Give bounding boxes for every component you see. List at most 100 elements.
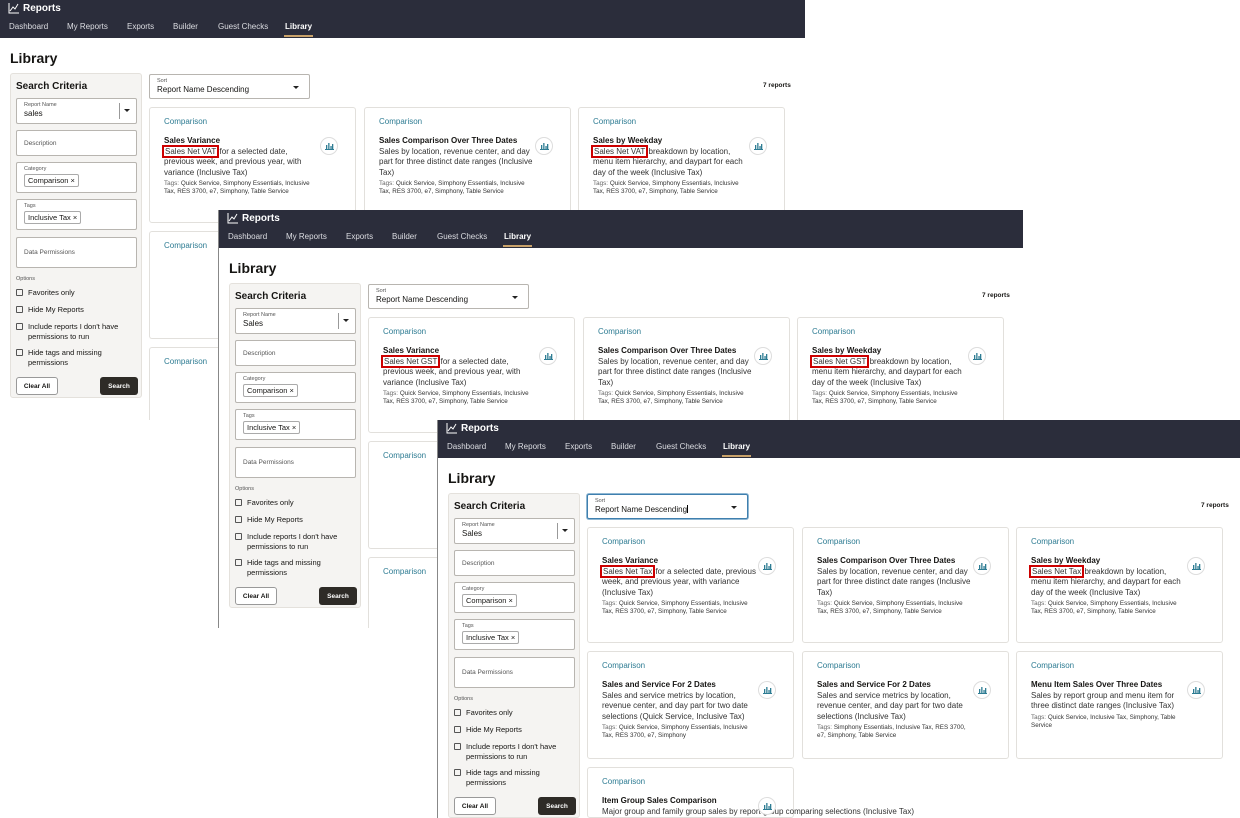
dropdown-caret-icon[interactable]: [562, 529, 568, 532]
bar-chart-icon[interactable]: [1187, 681, 1205, 699]
report-category[interactable]: Comparison: [1031, 661, 1075, 670]
nav-tab-guest-checks[interactable]: Guest Checks: [437, 232, 488, 241]
report-title[interactable]: Item Group Sales Comparison: [602, 796, 717, 805]
report-card[interactable]: Comparison Sales and Service For 2 Dates S…: [802, 651, 1009, 759]
report-card[interactable]: Comparison Sales by Weekday Sales Net VAT …: [578, 107, 785, 223]
report-card[interactable]: Comparison Sales by Weekday Sales Net GST …: [797, 317, 1004, 433]
report-category[interactable]: Comparison: [598, 327, 642, 336]
option-checkbox[interactable]: Favorites only: [16, 288, 136, 298]
nav-tab-my-reports[interactable]: My Reports: [286, 232, 327, 241]
report-title[interactable]: Sales Variance: [383, 346, 440, 355]
data-permissions-input[interactable]: Data Permissions: [235, 447, 356, 478]
bar-chart-icon[interactable]: [1187, 557, 1205, 575]
option-checkbox[interactable]: Include reports I don't have permissions…: [16, 322, 136, 341]
report-card[interactable]: Comparison Sales by Weekday Sales Net Tax …: [1016, 527, 1223, 643]
checkbox-icon[interactable]: [16, 349, 23, 356]
option-checkbox[interactable]: Favorites only: [235, 498, 355, 508]
remove-chip-icon[interactable]: ×: [289, 386, 294, 395]
report-card[interactable]: Comparison Sales and Service For 2 Dates S…: [587, 651, 794, 759]
data-permissions-input[interactable]: Data Permissions: [454, 657, 575, 688]
option-checkbox[interactable]: Hide tags and missing permissions: [235, 558, 355, 577]
clear-all-button[interactable]: Clear All: [16, 377, 58, 395]
search-button[interactable]: Search: [319, 587, 357, 605]
dropdown-caret-icon[interactable]: [512, 296, 518, 299]
report-title[interactable]: Sales by Weekday: [1031, 556, 1101, 565]
checkbox-icon[interactable]: [454, 726, 461, 733]
checkbox-icon[interactable]: [235, 499, 242, 506]
tags-input[interactable]: Tags Inclusive Tax ×: [235, 409, 356, 440]
report-category[interactable]: Comparison: [383, 567, 427, 576]
data-permissions-input[interactable]: Data Permissions: [16, 237, 137, 268]
report-card[interactable]: Comparison Sales Variance Sales Net VAT fo…: [149, 107, 356, 223]
checkbox-icon[interactable]: [16, 323, 23, 330]
report-card[interactable]: Comparison Sales Comparison Over Three Da…: [583, 317, 790, 433]
report-name-select[interactable]: Report Name Sales: [454, 518, 575, 544]
report-category[interactable]: Comparison: [602, 777, 646, 786]
report-title[interactable]: Sales Comparison Over Three Dates: [379, 136, 518, 145]
report-title[interactable]: Sales by Weekday: [593, 136, 663, 145]
remove-chip-icon[interactable]: ×: [72, 213, 78, 222]
category-input[interactable]: Category Comparison ×: [235, 372, 356, 403]
dropdown-caret-icon[interactable]: [293, 86, 299, 89]
option-checkbox[interactable]: Hide My Reports: [454, 725, 574, 735]
nav-tab-exports[interactable]: Exports: [346, 232, 374, 241]
sort-select[interactable]: Sort Report Name Descending: [368, 284, 529, 309]
nav-tab-builder[interactable]: Builder: [611, 442, 636, 451]
report-title[interactable]: Sales and Service For 2 Dates: [602, 680, 716, 689]
report-card[interactable]: Comparison Sales Variance Sales Net GST fo…: [368, 317, 575, 433]
option-checkbox[interactable]: Hide tags and missing permissions: [16, 348, 136, 367]
nav-tab-dashboard[interactable]: Dashboard: [447, 442, 487, 451]
report-title[interactable]: Menu Item Sales Over Three Dates: [1031, 680, 1163, 689]
clear-all-button[interactable]: Clear All: [454, 797, 496, 815]
report-category[interactable]: Comparison: [379, 117, 423, 126]
bar-chart-icon[interactable]: [758, 557, 776, 575]
report-title[interactable]: Sales Variance: [602, 556, 659, 565]
dropdown-caret-icon[interactable]: [731, 506, 737, 509]
report-card[interactable]: Comparison Menu Item Sales Over Three Dat…: [1016, 651, 1223, 759]
nav-tab-guest-checks[interactable]: Guest Checks: [218, 22, 269, 31]
report-title[interactable]: Sales Variance: [164, 136, 221, 145]
nav-tab-dashboard[interactable]: Dashboard: [228, 232, 268, 241]
report-category[interactable]: Comparison: [812, 327, 856, 336]
tags-input[interactable]: Tags Inclusive Tax ×: [454, 619, 575, 650]
nav-tab-library[interactable]: Library: [502, 232, 533, 247]
report-title[interactable]: Sales Comparison Over Three Dates: [817, 556, 956, 565]
remove-chip-icon[interactable]: ×: [70, 176, 75, 185]
report-category[interactable]: Comparison: [164, 357, 208, 366]
option-checkbox[interactable]: Include reports I don't have permissions…: [454, 742, 574, 761]
nav-tab-exports[interactable]: Exports: [565, 442, 593, 451]
category-input[interactable]: Category Comparison ×: [454, 582, 575, 613]
nav-tab-builder[interactable]: Builder: [173, 22, 198, 31]
checkbox-icon[interactable]: [235, 559, 242, 566]
report-title[interactable]: Sales and Service For 2 Dates: [817, 680, 931, 689]
report-card[interactable]: Comparison Sales Comparison Over Three Da…: [364, 107, 571, 223]
report-category[interactable]: Comparison: [593, 117, 637, 126]
nav-tab-dashboard[interactable]: Dashboard: [9, 22, 49, 31]
checkbox-icon[interactable]: [235, 533, 242, 540]
bar-chart-icon[interactable]: [758, 681, 776, 699]
option-checkbox[interactable]: Hide My Reports: [16, 305, 136, 315]
search-button[interactable]: Search: [100, 377, 138, 395]
report-category[interactable]: Comparison: [602, 661, 646, 670]
checkbox-icon[interactable]: [454, 769, 461, 776]
report-category[interactable]: Comparison: [383, 327, 427, 336]
report-category[interactable]: Comparison: [164, 241, 208, 250]
nav-tab-library[interactable]: Library: [721, 442, 752, 457]
tags-input[interactable]: Tags Inclusive Tax ×: [16, 199, 137, 230]
clear-all-button[interactable]: Clear All: [235, 587, 277, 605]
bar-chart-icon[interactable]: [973, 557, 991, 575]
option-checkbox[interactable]: Hide My Reports: [235, 515, 355, 525]
bar-chart-icon[interactable]: [535, 137, 553, 155]
remove-chip-icon[interactable]: ×: [508, 596, 513, 605]
remove-chip-icon[interactable]: ×: [291, 423, 297, 432]
remove-chip-icon[interactable]: ×: [510, 633, 516, 642]
description-input[interactable]: Description: [454, 550, 575, 576]
checkbox-icon[interactable]: [235, 516, 242, 523]
nav-tab-library[interactable]: Library: [283, 22, 314, 37]
bar-chart-icon[interactable]: [320, 137, 338, 155]
bar-chart-icon[interactable]: [749, 137, 767, 155]
report-title[interactable]: Sales by Weekday: [812, 346, 882, 355]
report-name-select[interactable]: Report Name sales: [16, 98, 137, 124]
option-checkbox[interactable]: Favorites only: [454, 708, 574, 718]
nav-tab-my-reports[interactable]: My Reports: [505, 442, 546, 451]
